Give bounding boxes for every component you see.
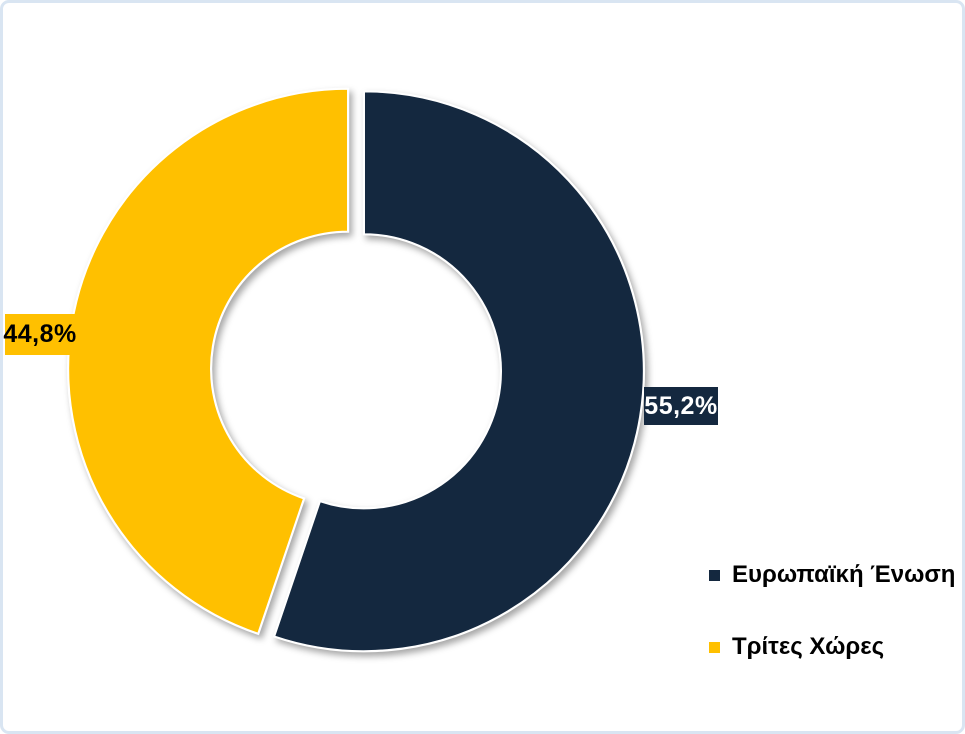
donut-slice-0 <box>272 90 645 653</box>
legend-label-third: Τρίτες Χώρες <box>732 633 885 660</box>
legend-swatch-third <box>709 641 720 653</box>
donut-chart <box>67 87 645 653</box>
legend-item-eu: Ευρωπαϊκή Ένωση <box>709 561 955 589</box>
legend-swatch-eu <box>709 569 720 581</box>
legend-label-eu: Ευρωπαϊκή Ένωση <box>732 561 956 588</box>
donut-slice-1 <box>67 87 350 636</box>
data-label-eu: 55,2% <box>644 387 718 425</box>
legend-item-third: Τρίτες Χώρες <box>709 633 955 661</box>
data-label-third: 44,8% <box>3 314 76 355</box>
legend: Ευρωπαϊκή Ένωση Τρίτες Χώρες <box>709 561 955 661</box>
